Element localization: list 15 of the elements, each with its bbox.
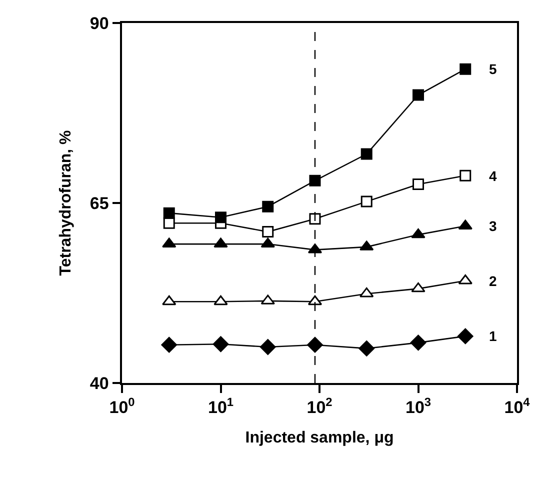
x-tick-label: 10$^{3}$ [405,395,432,418]
y-axis-title: Tetrahydrofuran, % [57,130,74,276]
series-label: 5 [489,61,497,77]
series-label: 1 [489,328,497,344]
x-tick-label: 10$^{2}$ [306,395,333,418]
x-tick-label: 10$^{4}$ [504,395,530,418]
y-tick-label: 65 [90,194,109,213]
x-axis-title: Injected sample, μg [245,429,394,446]
x-tick-label: 10$^{0}$ [109,395,136,418]
x-tick-label: 10$^{1}$ [208,395,234,418]
series-label: 4 [489,168,497,184]
series-label: 2 [489,273,497,289]
series-label: 3 [489,218,497,234]
y-tick-label: 40 [90,374,109,393]
y-tick-label: 90 [90,14,109,33]
